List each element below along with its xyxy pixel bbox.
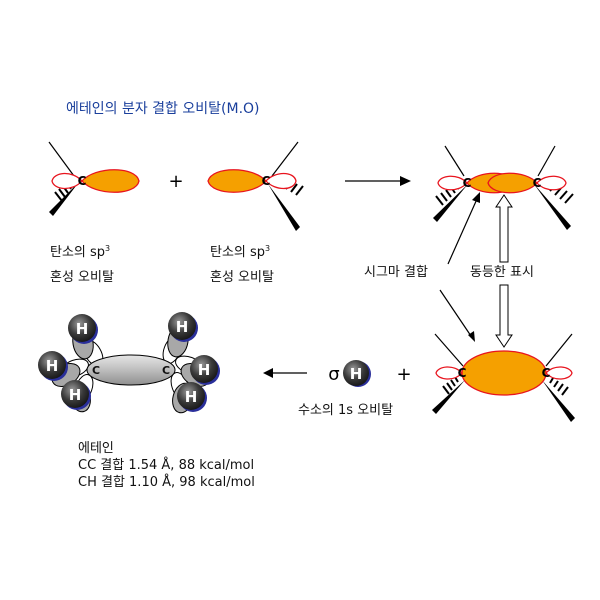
ethane-molecule-model: H H H H H H C C	[38, 312, 220, 414]
sp3-label-right: 탄소의 sp3 혼성 오비탈	[210, 244, 274, 285]
sigma-symbol: σ	[328, 364, 339, 385]
sp3-carbon-left: C	[48, 141, 140, 216]
equivalent-representation-label: 동등한 표시	[470, 265, 534, 280]
svg-text:C: C	[92, 364, 100, 377]
svg-text:혼성 오비탈: 혼성 오비탈	[50, 270, 114, 285]
svg-text:탄소의 sp3: 탄소의 sp3	[210, 244, 270, 260]
small-back-lobe	[51, 172, 83, 190]
svg-text:C: C	[463, 176, 472, 190]
sigma-bond-pointer	[447, 192, 480, 265]
plus-sign: +	[396, 364, 411, 385]
svg-text:C: C	[162, 364, 170, 377]
svg-text:C: C	[542, 366, 551, 380]
hydrogen-1s-label: 수소의 1s 오비탈	[298, 403, 393, 418]
svg-text:H: H	[198, 361, 211, 379]
sigma-bond-orbital: C C	[432, 333, 575, 422]
sp3-carbon-right: C	[207, 141, 304, 231]
equivalence-arrows	[495, 194, 513, 348]
hydrogen-1s-orbital: σ H	[328, 360, 371, 387]
svg-text:H: H	[350, 365, 363, 383]
svg-text:H: H	[176, 318, 189, 336]
sigma-overlap-orbitals: C C	[433, 145, 574, 230]
molecule-name: 에테인	[78, 441, 114, 456]
svg-text:C: C	[533, 176, 542, 190]
small-back-lobe	[265, 172, 297, 190]
sp3-lobe	[81, 169, 140, 193]
svg-text:혼성 오비탈: 혼성 오비탈	[210, 270, 274, 285]
svg-text:H: H	[46, 357, 59, 375]
carbon-label: C	[262, 174, 271, 188]
svg-text:탄소의 sp3: 탄소의 sp3	[50, 244, 110, 260]
sp3-label-left: 탄소의 sp3 혼성 오비탈	[50, 244, 114, 285]
svg-text:H: H	[185, 388, 198, 406]
diagram-title: 에테인의 분자 결합 오비탈(M.O)	[66, 101, 260, 117]
sigma-bond-label: 시그마 결합	[364, 265, 428, 280]
plus-sign: +	[168, 171, 183, 192]
svg-text:C: C	[458, 366, 467, 380]
ch-bond-data: CH 결합 1.10 Å, 98 kcal/mol	[78, 475, 255, 490]
svg-text:H: H	[69, 386, 82, 404]
ethane-properties: 에테인 CC 결합 1.54 Å, 88 kcal/mol CH 결합 1.10…	[78, 440, 255, 491]
carbon-label: C	[78, 174, 87, 188]
svg-text:H: H	[76, 320, 89, 338]
overlap-to-bond-arrow	[439, 289, 475, 342]
sp3-lobe	[207, 169, 267, 193]
reaction-arrow	[263, 368, 307, 378]
reaction-arrow	[345, 176, 411, 186]
cc-bond-data: CC 결합 1.54 Å, 88 kcal/mol	[78, 458, 255, 473]
